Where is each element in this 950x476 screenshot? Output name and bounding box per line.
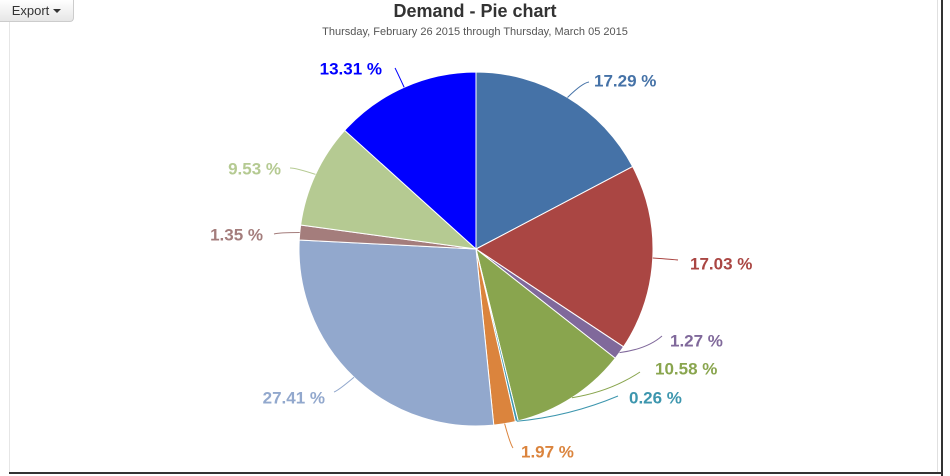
chart-title: Demand - Pie chart [393,1,557,21]
slice-connector-line [333,376,355,393]
slice-label: 13.31 % [320,59,382,78]
slice-connector-line [394,67,405,88]
slice-connector-line [273,232,300,235]
slice-label: 17.03 % [690,254,752,273]
slice-label: 0.26 % [629,388,682,407]
slice-connector-line [567,81,590,98]
slice-label: 17.29 % [594,71,656,90]
slice-label: 9.53 % [228,159,281,178]
pie-slice[interactable] [298,239,495,427]
slice-connector-line [289,167,316,175]
frame-right-inner-border [937,0,938,472]
slice-connector-line [516,395,619,422]
chart-subtitle: Thursday, February 26 2015 through Thurs… [322,26,628,38]
slice-connector-line [571,371,641,399]
export-button-label: Export [11,3,50,18]
pie-slice[interactable] [475,71,634,250]
slice-connector-line [619,335,663,354]
caret-down-icon [53,9,62,13]
slice-label: 1.35 % [210,225,263,244]
frame-right-shadow [941,0,943,476]
slice-connector-line [652,257,679,261]
slice-label: 10.58 % [655,359,717,378]
slice-label: 1.27 % [670,331,723,350]
pie-slice[interactable] [475,165,654,348]
export-button[interactable]: Export [0,0,74,22]
pie-slice[interactable] [300,129,478,250]
slice-label: 1.97 % [521,442,574,461]
frame-bottom-shadow [9,472,943,474]
slice-label: 27.41 % [263,388,325,407]
frame-left-border [9,0,10,472]
pie-slice[interactable] [475,247,616,422]
slice-connector-line [504,423,514,449]
